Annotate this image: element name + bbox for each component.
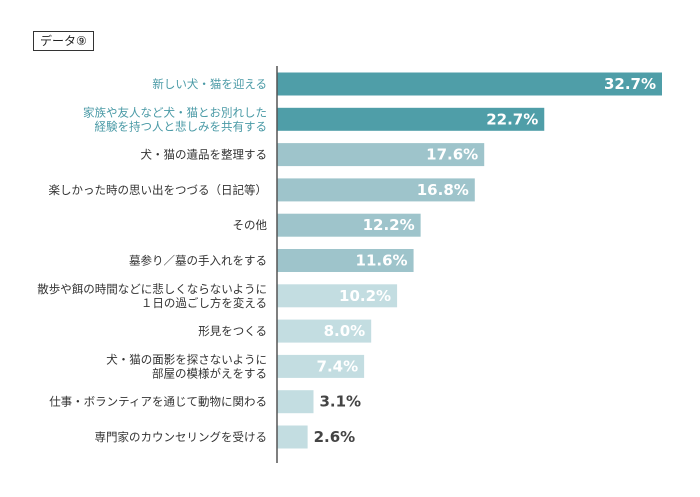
category-label-8-line-1: 部屋の模様がえをする [152, 366, 267, 380]
category-label-10: 専門家のカウンセリングを受ける [95, 430, 268, 444]
category-label-3: 楽しかった時の思い出をつづる（日記等） [49, 183, 268, 197]
bar-4 [277, 213, 421, 237]
bar-3 [277, 178, 475, 202]
value-label-4: 12.2% [363, 216, 415, 234]
bar-9 [277, 390, 314, 414]
bar-7 [277, 319, 372, 343]
bar-5 [277, 249, 414, 272]
value-label-9: 3.1% [319, 393, 361, 411]
category-label-9: 仕事・ボランティアを通じて動物に関わる [49, 395, 267, 409]
category-label-7: 形見をつくる [198, 324, 267, 338]
category-label-2: 犬・猫の遺品を整理する [141, 148, 268, 162]
value-label-3: 16.8% [417, 181, 469, 199]
value-label-1: 22.7% [486, 110, 538, 128]
value-label-2: 17.6% [426, 146, 478, 164]
value-label-8: 7.4% [317, 357, 359, 375]
value-label-10: 2.6% [314, 428, 356, 446]
category-label-6-line-1: １日の過ごし方を変える [141, 296, 267, 310]
bar-0 [277, 72, 662, 96]
bar-6 [277, 284, 398, 308]
bar-10 [277, 425, 308, 449]
data-tag: データ⑨ [33, 31, 94, 51]
category-label-8-line-0: 犬・猫の面影を探さないように [106, 352, 267, 366]
category-label-4: その他 [233, 218, 268, 232]
value-label-5: 11.6% [356, 252, 408, 270]
bar-1 [277, 107, 545, 131]
category-label-1-line-1: 経験を持つ人と悲しみを共有する [95, 119, 268, 133]
category-label-6-line-0: 散歩や餌の時間などに悲しくならないように [37, 282, 267, 296]
bar-2 [277, 143, 485, 167]
value-label-0: 32.7% [604, 75, 656, 93]
value-label-6: 10.2% [339, 287, 391, 305]
bar-8 [277, 354, 365, 378]
category-label-1-line-0: 家族や友人など犬・猫とお別れした [83, 105, 267, 119]
category-label-5: 墓参り／墓の手入れをする [129, 254, 267, 268]
value-label-7: 8.0% [324, 322, 366, 340]
category-label-0: 新しい犬・猫を迎える [152, 77, 267, 91]
